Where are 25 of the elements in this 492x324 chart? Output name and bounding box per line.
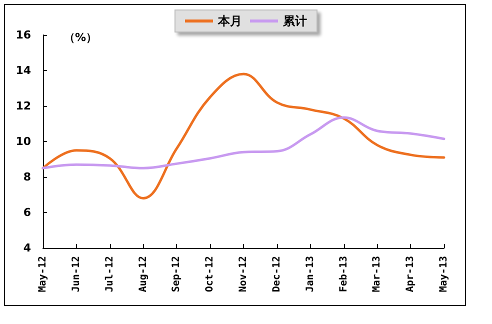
legend-label: 本月 [217, 14, 242, 28]
x-tick-label: Feb-13 [338, 256, 350, 292]
annotation: （%） [64, 31, 98, 44]
x-tick-label: May-12 [38, 256, 48, 292]
y-tick-label: 12 [16, 100, 31, 112]
x-tick-label: Mar-13 [372, 256, 383, 292]
x-tick-label: Oct-12 [204, 256, 216, 292]
x-tick-label: Aug-12 [138, 256, 149, 292]
x-tick-label: Sep-12 [171, 256, 182, 292]
x-tick-label: Jan-13 [304, 256, 316, 292]
y-tick-label: 8 [23, 170, 31, 184]
line-series [42, 116, 446, 170]
x-tick-label: Apr-13 [405, 256, 416, 292]
y-tick-label: 6 [23, 206, 32, 219]
y-tick-label: 10 [16, 135, 32, 148]
x-tick-label: Dec-12 [271, 256, 282, 292]
x-tick-label: Nov-12 [238, 256, 249, 292]
x-tick-label: May-13 [438, 256, 450, 292]
x-tick-label: Jul-12 [104, 256, 116, 292]
y-tick-label: 14 [16, 64, 32, 77]
x-tick-label: Jun-12 [70, 256, 82, 292]
y-tick-label: 4 [23, 242, 32, 254]
line-series [42, 72, 446, 200]
legend-label: 累计 [282, 14, 307, 28]
y-tick-label: 16 [16, 28, 32, 42]
